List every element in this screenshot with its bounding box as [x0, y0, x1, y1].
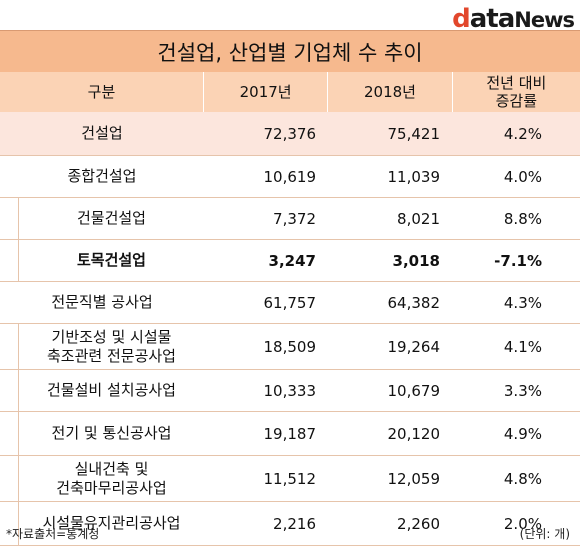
row-2018-value: 64,382	[387, 293, 441, 312]
row-category-line: 기반조성 및 시설물	[51, 327, 172, 346]
unit-note: (단위: 개)	[519, 527, 570, 541]
table-title: 건설업, 산업별 기업체 수 추이	[0, 30, 580, 73]
header-2018: 2018년	[327, 72, 451, 112]
row-change-value: 4.0%	[503, 167, 542, 186]
row-change-value: 4.8%	[503, 469, 542, 488]
row-category: 기반조성 및 시설물 축조관련 전문공사업	[18, 324, 204, 369]
row-2017-value: 19,187	[263, 424, 317, 443]
row-2018-value: 8,021	[397, 209, 440, 228]
row-2017-value: 61,757	[263, 293, 317, 312]
row-2018-value: 20,120	[387, 424, 441, 443]
row-2018-value: 2,260	[397, 514, 440, 533]
row-2017-value: 7,372	[273, 209, 316, 228]
row-category-line: 전문직별 공사업	[51, 293, 153, 311]
row-change-value: 3.3%	[503, 381, 542, 400]
row-2017-value: 10,333	[263, 381, 317, 400]
table-body: 건설업 72,376 75,421 4.2% 종합건설업 10,619 11,039 4.0%…	[0, 112, 580, 546]
row-2017-value: 3,247	[268, 251, 316, 270]
table-header-row: 구분 2017년 2018년 전년 대비 증감률	[0, 72, 580, 113]
row-category: 실내건축 및 건축마무리공사업	[18, 456, 204, 501]
table-row: 기반조성 및 시설물 축조관련 전문공사업 18,509 19,264 4.1%	[0, 324, 580, 370]
row-category: 시설물유지관리공사업	[18, 502, 204, 545]
table-row: 전기 및 통신공사업 19,187 20,120 4.9%	[0, 412, 580, 456]
row-2018-value: 10,679	[387, 381, 441, 400]
header-category: 구분	[87, 83, 116, 101]
row-category: 건설업	[0, 112, 204, 155]
row-2017-value: 11,512	[263, 469, 317, 488]
header-change-line2: 증감률	[495, 92, 538, 110]
row-category: 토목건설업	[18, 240, 204, 281]
row-2018-value: 19,264	[387, 337, 441, 356]
row-2018-value: 75,421	[387, 124, 441, 143]
row-change-value: -7.1%	[494, 251, 542, 270]
table-row: 건물설비 설치공사업 10,333 10,679 3.3%	[0, 370, 580, 412]
row-category-line: 건설업	[81, 124, 123, 142]
row-category-line: 건축마무리공사업	[56, 478, 167, 497]
row-category: 전문직별 공사업	[0, 282, 204, 323]
row-category-line: 시설물유지관리공사업	[42, 514, 181, 532]
header-change: 전년 대비 증감률	[451, 72, 580, 112]
row-category: 건물설비 설치공사업	[18, 370, 204, 411]
row-2017-value: 10,619	[263, 167, 317, 186]
row-change-value: 4.3%	[503, 293, 542, 312]
row-category: 전기 및 통신공사업	[18, 412, 204, 455]
row-2017-value: 18,509	[263, 337, 317, 356]
row-category-line: 건물설비 설치공사업	[47, 381, 176, 399]
table-row: 건설업 72,376 75,421 4.2%	[0, 112, 580, 156]
table-row: 시설물유지관리공사업 2,216 2,260 2.0%	[0, 502, 580, 546]
row-change-value: 2.0%	[503, 514, 542, 533]
row-category-line: 축조관련 전문공사업	[47, 346, 176, 365]
table-row: 토목건설업 3,247 3,018 -7.1%	[0, 240, 580, 282]
row-category: 종합건설업	[0, 156, 204, 197]
row-2018-value: 12,059	[387, 469, 441, 488]
table-row: 실내건축 및 건축마무리공사업 11,512 12,059 4.8%	[0, 456, 580, 502]
row-change-value: 4.2%	[503, 124, 542, 143]
logo-part-2: ata	[469, 4, 516, 34]
row-2018-value: 11,039	[387, 167, 441, 186]
row-category-line: 전기 및 통신공사업	[51, 424, 172, 442]
row-2017-value: 2,216	[273, 514, 316, 533]
row-category-line: 건물건설업	[76, 209, 146, 227]
header-change-line1: 전년 대비	[486, 74, 547, 92]
row-change-value: 4.1%	[503, 337, 542, 356]
logo-part-1: d	[452, 4, 471, 34]
datanews-logo: d ata News	[452, 4, 575, 34]
logo-part-3: News	[514, 8, 575, 32]
row-change-value: 8.8%	[503, 209, 542, 228]
header-2017: 2017년	[202, 72, 327, 112]
row-category-line: 실내건축 및	[74, 459, 149, 478]
row-change-value: 4.9%	[503, 424, 542, 443]
table-row: 전문직별 공사업 61,757 64,382 4.3%	[0, 282, 580, 324]
row-2017-value: 72,376	[263, 124, 317, 143]
row-category-line: 종합건설업	[67, 167, 137, 185]
row-category: 건물건설업	[18, 198, 204, 239]
row-2018-value: 3,018	[392, 251, 440, 270]
table-row: 건물건설업 7,372 8,021 8.8%	[0, 198, 580, 240]
table-row: 종합건설업 10,619 11,039 4.0%	[0, 156, 580, 198]
source-note: *자료출처=통계청	[6, 527, 100, 541]
row-category-line: 토목건설업	[76, 251, 146, 269]
